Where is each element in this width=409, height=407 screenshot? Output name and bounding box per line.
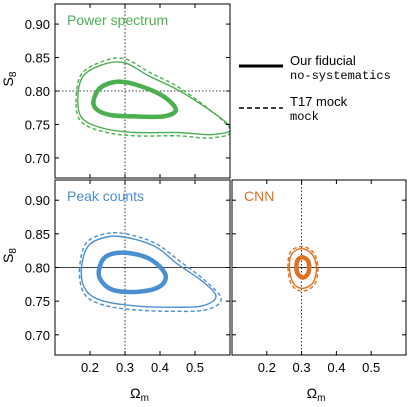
legend: Our fiducial no-systematics T17 mock moc… — [239, 53, 391, 124]
legend-solid-sublabel: no-systematics — [290, 69, 391, 83]
x-tick-label: 0.5 — [362, 360, 380, 375]
legend-dashed-sublabel: mock — [290, 110, 319, 124]
y-tick-label: 0.80 — [25, 84, 50, 99]
contour-outer — [288, 247, 318, 290]
plot-area — [232, 180, 406, 355]
contour-inner — [294, 255, 312, 280]
y-tick-label: 0.85 — [25, 227, 50, 242]
x-tick-label: 0.4 — [327, 360, 345, 375]
contour-outer-dashed — [287, 245, 319, 292]
y-tick-label: 0.75 — [25, 294, 50, 309]
contour-outer — [80, 235, 217, 308]
panel-top-left: 0.70 0.75 0.80 0.85 0.90 Power spectrum S8 — [0, 3, 231, 179]
panel-bottom-left: 0.70 0.75 0.80 0.85 0.90 0.2 0.3 0.4 0.5 Peak cou… — [0, 179, 231, 404]
x-tick-label: 0.2 — [258, 360, 276, 375]
x-tick-label: 0.2 — [81, 360, 99, 375]
x-tick-label: 0.5 — [186, 360, 204, 375]
x-axis-label: Ωm — [130, 385, 149, 404]
y-tick-label: 0.90 — [25, 193, 50, 208]
x-tick-label: 0.3 — [293, 360, 311, 375]
x-tick-label: 0.4 — [151, 360, 169, 375]
panel-title: CNN — [244, 188, 274, 204]
panel-title: Power spectrum — [67, 12, 168, 28]
y-tick-label: 0.75 — [25, 117, 50, 132]
contour-outer — [77, 61, 230, 136]
y-axis-label: S8 — [0, 71, 19, 86]
plot-area — [55, 4, 230, 178]
y-tick-label: 0.80 — [25, 261, 50, 276]
y-tick-label: 0.70 — [25, 328, 50, 343]
contour-outer-dashed — [75, 57, 230, 139]
y-axis-label: S8 — [0, 248, 19, 263]
contour-outer-dashed — [78, 232, 223, 313]
legend-solid-label: Our fiducial — [290, 53, 356, 68]
x-axis-label: Ωm — [307, 385, 326, 404]
panels-layer: 0.700.750.800.850.90 Power spectrumS80.70… — [0, 3, 407, 404]
contour-inner — [91, 79, 179, 120]
y-tick-label: 0.90 — [25, 17, 50, 32]
y-tick-label: 0.70 — [25, 151, 50, 166]
x-tick-label: 0.3 — [116, 360, 134, 375]
panel-title: Peak counts — [67, 188, 144, 204]
legend-dashed-label: T17 mock — [290, 94, 348, 109]
plot-area — [55, 180, 230, 355]
y-tick-label: 0.85 — [25, 51, 50, 66]
contour-inner — [96, 250, 169, 295]
panel-bottom-right: 0.2 0.3 0.4 0.5 CNN Ωm — [231, 179, 407, 404]
